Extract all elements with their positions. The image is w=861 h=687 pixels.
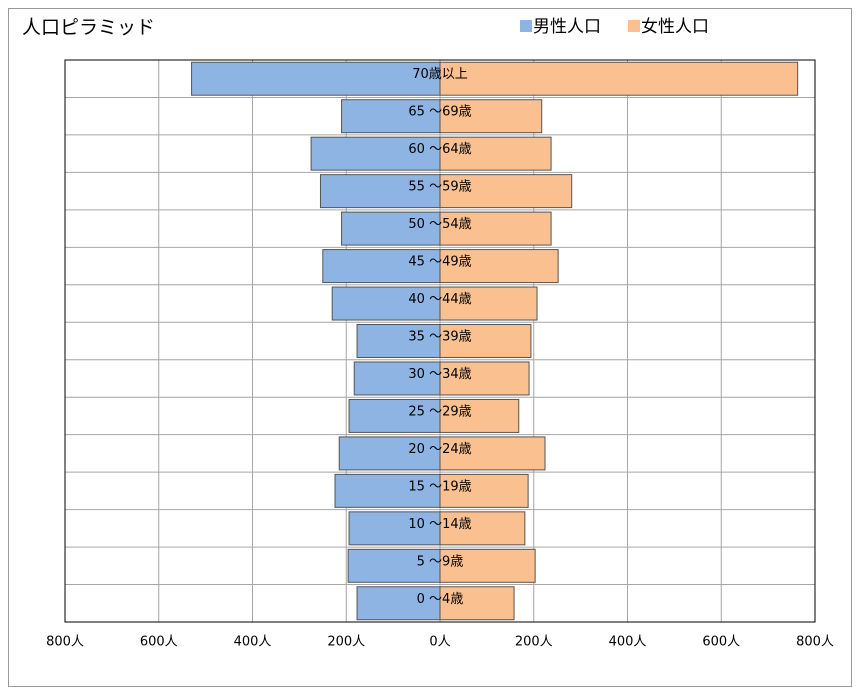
x-tick-label: 200人 <box>327 635 365 650</box>
female-bar <box>439 324 532 358</box>
female-bar <box>439 249 559 284</box>
category-label: 55 ～59歳 <box>408 180 471 195</box>
legend-label: 女性人口 <box>641 17 709 37</box>
female-bar <box>439 511 526 546</box>
female-bar <box>439 99 543 134</box>
category-label: 0 ～4歳 <box>417 592 464 607</box>
female-bar <box>439 398 520 433</box>
female-bar <box>439 586 515 621</box>
category-label: 25 ～29歳 <box>408 404 471 419</box>
category-label: 20 ～24歳 <box>408 442 471 457</box>
female-bar <box>439 211 552 246</box>
category-label: 50 ～54歳 <box>408 217 471 232</box>
category-label: 40 ～44歳 <box>408 292 471 307</box>
female-bar <box>439 136 552 171</box>
male-bar <box>338 436 441 471</box>
plot-border <box>64 59 816 623</box>
category-label: 30 ～34歳 <box>408 367 471 382</box>
male-bar <box>348 398 441 433</box>
legend-swatch <box>520 20 532 32</box>
male-bar <box>191 61 441 96</box>
male-bar <box>353 361 441 396</box>
female-bar <box>439 548 536 583</box>
x-tick-label: 600人 <box>702 635 740 650</box>
male-bar <box>341 99 441 134</box>
chart-title: 人口ピラミッド <box>22 17 155 39</box>
legend-swatch <box>628 20 640 32</box>
category-label: 65 ～69歳 <box>408 105 471 120</box>
male-bar <box>334 473 441 508</box>
category-label: 60 ～64歳 <box>408 142 471 157</box>
male-bar <box>347 548 441 583</box>
male-bar <box>341 211 441 246</box>
x-tick-label: 400人 <box>609 635 647 650</box>
x-tick-label: 600人 <box>140 635 178 650</box>
x-tick-label: 0人 <box>429 635 450 650</box>
category-label: 10 ～14歳 <box>408 517 471 532</box>
x-tick-label: 400人 <box>234 635 272 650</box>
category-label: 70歳以上 <box>412 67 468 82</box>
female-bar <box>439 361 530 396</box>
male-bar <box>348 511 441 546</box>
x-tick-label: 800人 <box>796 635 834 650</box>
female-bar <box>439 436 546 471</box>
category-label: 5 ～9歳 <box>417 554 464 569</box>
male-bar <box>356 324 441 358</box>
female-bar <box>439 174 573 209</box>
category-label: 45 ～49歳 <box>408 255 471 270</box>
female-bar <box>439 286 538 321</box>
category-label: 35 ～39歳 <box>408 330 471 345</box>
category-label: 15 ～19歳 <box>408 479 471 494</box>
x-tick-label: 800人 <box>46 635 84 650</box>
female-bar <box>439 61 799 96</box>
legend-label: 男性人口 <box>533 17 601 37</box>
x-tick-label: 200人 <box>515 635 553 650</box>
female-bar <box>439 473 529 508</box>
male-bar <box>356 586 441 621</box>
